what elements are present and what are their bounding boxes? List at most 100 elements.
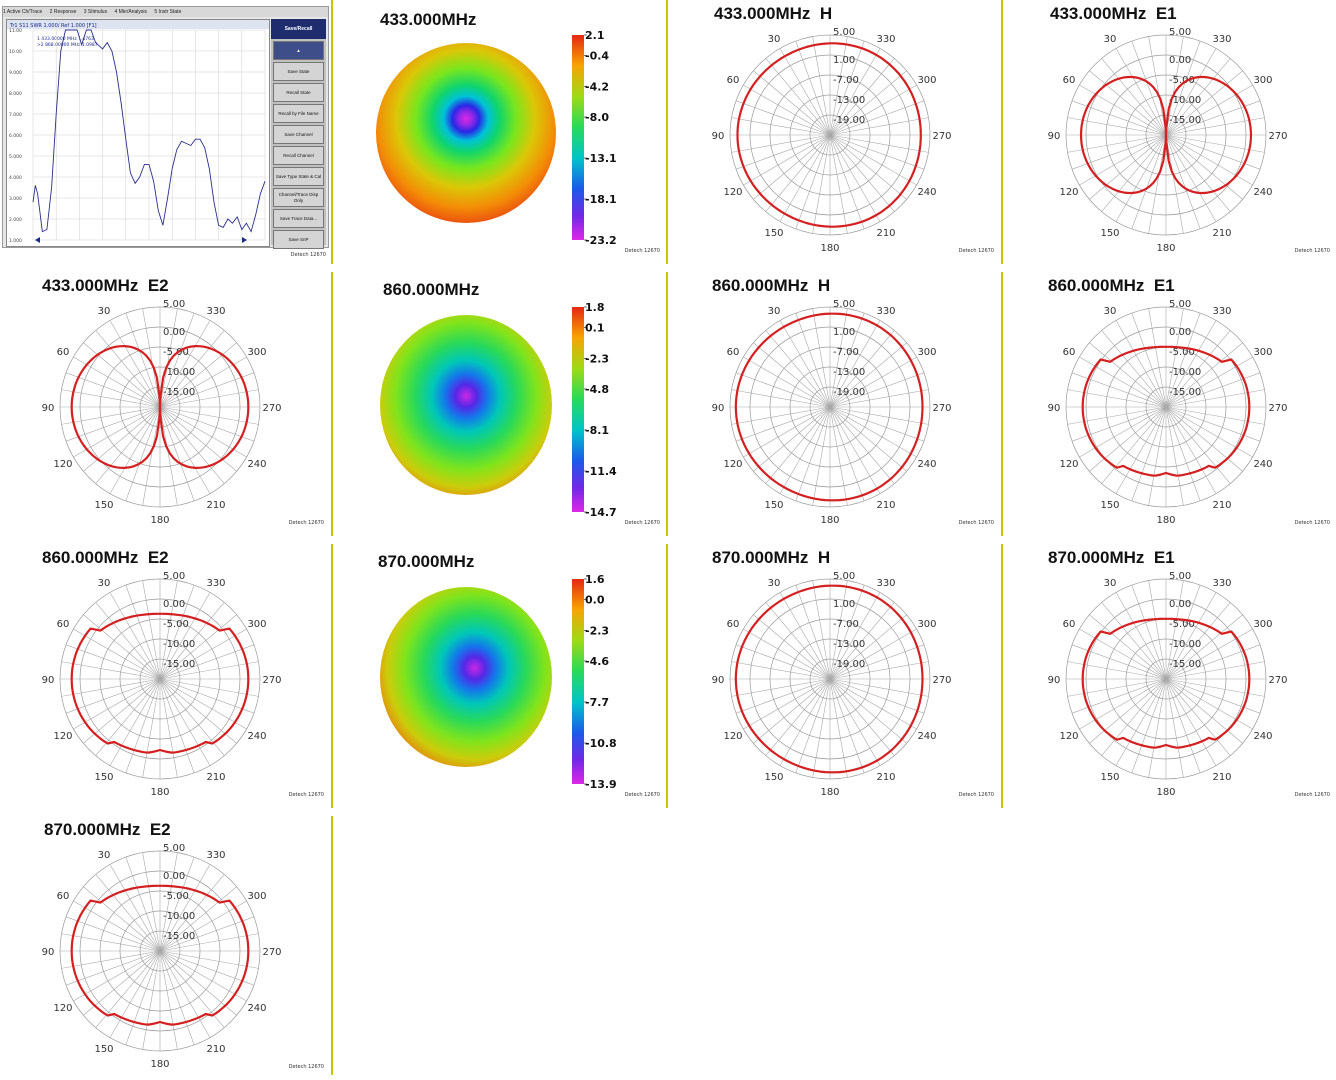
ring-label: -15.00: [163, 387, 195, 398]
softkey-channel-trace[interactable]: Channel/Trace Disp Only: [273, 188, 324, 207]
polar-spoke: [829, 36, 848, 136]
angle-label: 300: [1253, 75, 1272, 86]
radiation-pattern: [734, 584, 924, 774]
angle-label: 60: [727, 347, 740, 358]
polar-chart: 30 330 60 300 90 270 120 240 150 210 180 5.00 1.00 -7…: [712, 27, 952, 254]
marker-readout: >2 868.00000 MHz 1.0987: [37, 42, 98, 48]
polar-spoke: [765, 134, 831, 212]
polar-panel: 433.000MHz E2 30 330 60 300 90 270 120 240 150 21…: [0, 272, 330, 536]
polar-frequency: 870.000MHz: [1048, 548, 1145, 567]
softkey-save-trace-data[interactable]: Save Trace Data...: [273, 209, 324, 228]
polar-polarization: E2: [149, 820, 171, 839]
polar-spoke: [731, 661, 831, 680]
softkey-save-type[interactable]: Save Type State & Cal: [273, 167, 324, 186]
polar-spoke: [829, 678, 917, 730]
softkey-save-state[interactable]: Save State: [273, 62, 324, 81]
polar-spoke: [1148, 36, 1167, 136]
polar-spoke: [109, 592, 161, 680]
vna-menu-item[interactable]: 3 Stimulus: [83, 9, 108, 15]
polar-spoke: [829, 134, 907, 200]
y-tick-label: 6.000: [9, 133, 22, 139]
polar-spoke: [159, 678, 237, 744]
polar-spoke: [731, 117, 831, 136]
polar-spoke: [1148, 406, 1167, 506]
polar-spoke: [829, 602, 895, 680]
polar-spoke: [812, 580, 831, 680]
polar-spoke: [1165, 580, 1184, 680]
softkey-save-snp[interactable]: Save SnP: [273, 230, 324, 249]
polar-spoke: [1165, 342, 1243, 408]
heatmap-title: 870.000MHz: [378, 552, 475, 571]
polar-frequency: 860.000MHz: [1048, 276, 1145, 295]
colorbar-label: 2.1: [585, 29, 605, 42]
polar-spoke: [65, 406, 161, 442]
angle-label: 330: [1212, 34, 1231, 45]
colorbar: [572, 579, 584, 784]
polar-spoke: [109, 406, 161, 494]
ring-label: 5.00: [833, 571, 855, 582]
polar-spoke: [159, 584, 195, 680]
angle-label: 300: [917, 619, 936, 630]
angle-label: 150: [1100, 772, 1119, 783]
softkey-recall-state[interactable]: Recall State: [273, 83, 324, 102]
polar-spoke: [829, 48, 881, 136]
polar-polarization: E2: [147, 276, 169, 295]
vna-menu-item[interactable]: 5 Instr State: [154, 9, 182, 15]
angle-label: 300: [247, 347, 266, 358]
polar-spoke: [779, 678, 831, 766]
vna-menu-item[interactable]: 1 Active Ch/Trace: [3, 9, 43, 15]
polar-spoke: [1165, 134, 1184, 234]
colorbar-label: -4.2: [585, 80, 609, 93]
polar-spoke: [1101, 58, 1167, 136]
angle-label: 270: [262, 675, 281, 686]
polar-spoke: [1165, 134, 1243, 200]
angle-label: 90: [712, 403, 725, 414]
polar-spoke: [753, 406, 831, 472]
softkey-recall-channel[interactable]: Recall Channel: [273, 146, 324, 165]
softkey-up-button[interactable]: ▲: [273, 41, 324, 60]
polar-spoke: [159, 602, 225, 680]
polar-spoke: [1165, 36, 1184, 136]
radiation-pattern: [70, 884, 250, 1026]
ring-label: -15.00: [163, 931, 195, 942]
ring-label: -15.00: [1169, 115, 1201, 126]
angle-label: 330: [1212, 306, 1231, 317]
polar-spoke: [109, 950, 161, 1038]
polar-spoke: [829, 644, 925, 680]
polar-spoke: [753, 614, 831, 680]
polar-spoke: [829, 678, 929, 697]
separator: [666, 544, 668, 808]
vna-menu-item[interactable]: 2 Response: [49, 9, 77, 15]
softkey-save-channel[interactable]: Save Channel: [273, 125, 324, 144]
angle-label: 330: [876, 578, 895, 589]
separator: [331, 544, 333, 808]
polar-spoke: [1089, 678, 1167, 744]
ring-label: 5.00: [163, 843, 185, 854]
heatmap-title: 433.000MHz: [380, 10, 477, 29]
colorbar-label: 1.8: [585, 301, 605, 314]
radiation-pattern: [70, 612, 250, 754]
polar-spoke: [1115, 320, 1167, 408]
colorbar-label: -18.1: [585, 193, 617, 206]
radiation-pattern: [1081, 345, 1251, 477]
angle-label: 120: [1059, 187, 1078, 198]
vna-menu-item[interactable]: 4 Mkr/Analysis: [114, 9, 147, 15]
polar-polarization: E1: [1153, 548, 1175, 567]
polar-spoke: [779, 48, 831, 136]
radiation-pattern: [1081, 617, 1251, 749]
colorbar-label: -13.1: [585, 152, 617, 165]
separator: [331, 0, 333, 264]
polar-spoke: [73, 900, 161, 952]
polar-chart: 30 330 60 300 90 270 120 240 150 210 180 5.00 0.00 -5…: [42, 571, 282, 798]
polar-spoke: [159, 678, 195, 774]
polar-panel: 433.000MHz E1 30 330 60 300 90 270 120 240 150 21…: [1006, 0, 1336, 264]
polar-spoke: [829, 678, 865, 774]
y-tick-label: 7.000: [9, 112, 22, 118]
polar-spoke: [731, 678, 831, 697]
separator: [1001, 544, 1003, 808]
polar-spoke: [159, 900, 247, 952]
softkey-recall-by-file[interactable]: Recall by File Name: [273, 104, 324, 123]
angle-label: 30: [768, 578, 781, 589]
y-tick-label: 3.000: [9, 196, 22, 202]
polar-spoke: [159, 389, 259, 408]
